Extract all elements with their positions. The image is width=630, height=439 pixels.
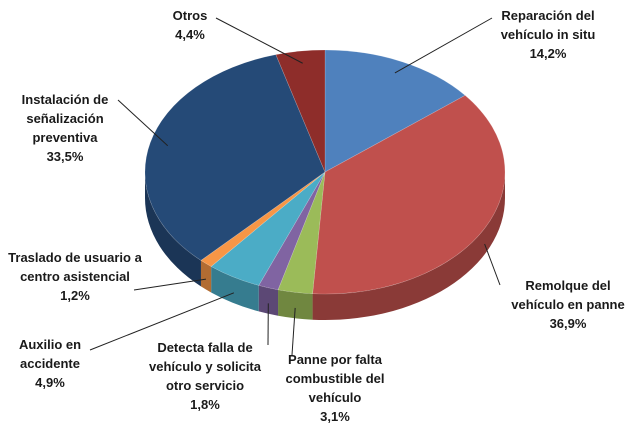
leader-line [117,99,169,147]
category-label: Panne por falta combustible del vehículo [285,352,385,405]
slice-label: Auxilio en accidente 4,9% [10,335,90,392]
category-label: Instalación de señalización preventiva [21,92,109,145]
leader-line [133,278,207,291]
slice [210,171,326,286]
slice-side [258,285,279,316]
slice-label: Traslado de usuario a centro asistencial… [0,248,150,305]
leader-line [484,243,501,286]
leader-line [89,292,235,351]
slice-side [278,289,313,320]
slice-label: Detecta falla de vehículo y solicita otr… [138,338,273,414]
category-label: Detecta falla de vehículo y solicita otr… [149,340,261,393]
slice-side [200,260,212,293]
slice-side [211,266,259,312]
slice [277,171,326,295]
category-label: Reparación del vehículo in situ [500,8,596,42]
slice-label: Otros 4,4% [160,6,220,44]
slice [144,54,326,261]
category-label: Remolque del vehículo en panne [511,278,625,312]
category-label: Traslado de usuario a centro asistencial [8,250,142,284]
value-label: 33,5% [46,149,84,164]
slice [324,49,466,173]
value-label: 4,4% [175,27,205,42]
slice [275,49,326,173]
leader-line [394,17,493,74]
value-label: 1,2% [60,288,90,303]
leader-line [291,307,296,356]
category-label: Otros [172,8,208,23]
leader-line [215,17,303,64]
value-label: 3,1% [320,409,350,424]
slice-label: Reparación del vehículo in situ 14,2% [488,6,608,63]
value-label: 4,9% [35,375,65,390]
slice-label: Remolque del vehículo en panne 36,9% [508,276,628,333]
category-label: Auxilio en accidente [18,337,82,371]
value-label: 1,8% [190,397,220,412]
slice-label: Instalación de señalización preventiva 33… [15,90,115,166]
slice [200,171,326,267]
slice-side [145,172,201,287]
slice-label: Panne por falta combustible del vehículo… [280,350,390,426]
value-label: 14,2% [529,46,567,61]
slice-side [312,172,506,321]
slice [258,171,326,291]
slice [312,95,506,295]
value-label: 36,9% [549,316,587,331]
